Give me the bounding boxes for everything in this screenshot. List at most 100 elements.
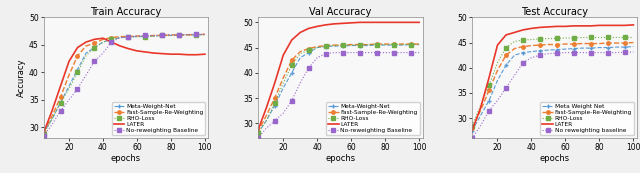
LATER — [330, 23, 338, 25]
RHO-Loss — [381, 44, 389, 46]
Fast-Sample-Re-Weighting — [612, 42, 620, 44]
Line: Fast-Sample-Re-Weighting: Fast-Sample-Re-Weighting — [42, 33, 207, 134]
LATER — [159, 53, 166, 55]
LATER — [305, 27, 312, 29]
No-reweighting Baseline — [125, 35, 132, 38]
Fast-Sample-Re-Weighting — [74, 55, 81, 57]
Fast-Sample-Re-Weighting — [579, 43, 586, 45]
LATER — [527, 27, 535, 29]
RHO-Loss — [511, 40, 518, 43]
RHO-Loss — [407, 44, 415, 46]
LATER — [82, 41, 90, 43]
Meta-Weight-Net — [314, 47, 321, 49]
RHO-Loss — [519, 39, 527, 41]
No-reweighting Baseline — [271, 120, 278, 122]
Meta-Weight-Net — [116, 37, 124, 39]
Meta-Weight-Net — [40, 132, 47, 134]
LATER — [348, 22, 355, 24]
No-reweighting Baseline — [184, 33, 192, 35]
Line: Meta-Weight-Net: Meta-Weight-Net — [41, 32, 207, 135]
Meta Weight Net — [545, 49, 552, 51]
RHO-Loss — [562, 37, 570, 39]
Meta-Weight-Net — [415, 44, 423, 46]
RHO-Loss — [271, 102, 278, 104]
RHO-Loss — [57, 102, 65, 104]
RHO-Loss — [630, 37, 637, 39]
Fast-Sample-Re-Weighting — [57, 96, 65, 98]
RHO-Loss — [175, 34, 183, 36]
Meta Weight Net — [612, 46, 620, 48]
RHO-Loss — [373, 44, 381, 46]
LATER — [99, 37, 107, 39]
Fast-Sample-Re-Weighting — [99, 38, 107, 40]
Line: RHO-Loss: RHO-Loss — [42, 33, 207, 136]
RHO-Loss — [587, 37, 595, 39]
Meta-Weight-Net — [184, 34, 192, 36]
Fast-Sample-Re-Weighting — [91, 42, 99, 44]
No reweighting baseline — [477, 125, 484, 127]
RHO-Loss — [262, 120, 270, 122]
Fast-Sample-Re-Weighting — [398, 43, 406, 45]
LATER — [288, 39, 296, 41]
Fast-Sample-Re-Weighting — [108, 37, 115, 39]
Fast-Sample-Re-Weighting — [477, 110, 484, 112]
LATER — [356, 21, 364, 23]
LATER — [74, 47, 81, 49]
LATER — [621, 24, 628, 26]
Meta Weight Net — [511, 54, 518, 56]
RHO-Loss — [596, 37, 604, 39]
Fast-Sample-Re-Weighting — [536, 44, 544, 46]
RHO-Loss — [150, 35, 158, 37]
Fast-Sample-Re-Weighting — [184, 34, 192, 36]
Meta-Weight-Net — [339, 45, 346, 47]
RHO-Loss — [133, 35, 141, 38]
No reweighting baseline — [527, 57, 535, 59]
LATER — [116, 45, 124, 47]
LATER — [254, 130, 262, 132]
Fast-Sample-Re-Weighting — [133, 35, 141, 37]
Meta Weight Net — [493, 79, 501, 81]
No-reweighting Baseline — [150, 34, 158, 37]
Meta-Weight-Net — [381, 44, 389, 46]
No-reweighting Baseline — [390, 52, 397, 54]
Meta-Weight-Net — [407, 44, 415, 46]
Fast-Sample-Re-Weighting — [493, 69, 501, 71]
Meta-Weight-Net — [91, 47, 99, 49]
RHO-Loss — [314, 47, 321, 49]
Meta-Weight-Net — [159, 34, 166, 37]
RHO-Loss — [536, 38, 544, 40]
LATER — [57, 85, 65, 87]
Meta-Weight-Net — [330, 45, 338, 47]
LATER — [511, 31, 518, 34]
Meta-Weight-Net — [99, 41, 107, 43]
Line: RHO-Loss: RHO-Loss — [256, 43, 421, 135]
Meta-Weight-Net — [65, 85, 73, 87]
Meta-Weight-Net — [175, 34, 183, 36]
Meta-Weight-Net — [150, 35, 158, 37]
No reweighting baseline — [630, 51, 637, 53]
No-reweighting Baseline — [356, 52, 364, 54]
Fast-Sample-Re-Weighting — [330, 44, 338, 46]
RHO-Loss — [356, 44, 364, 46]
Fast-Sample-Re-Weighting — [201, 33, 209, 35]
RHO-Loss — [116, 37, 124, 39]
Fast-Sample-Re-Weighting — [587, 43, 595, 45]
LATER — [184, 54, 192, 56]
Line: No reweighting baseline: No reweighting baseline — [470, 50, 635, 140]
LATER — [502, 34, 510, 36]
Fast-Sample-Re-Weighting — [348, 44, 355, 46]
Line: No-reweighting Baseline: No-reweighting Baseline — [42, 33, 207, 137]
No-reweighting Baseline — [314, 57, 321, 59]
Fast-Sample-Re-Weighting — [271, 97, 278, 99]
No-reweighting Baseline — [40, 135, 47, 137]
LATER — [390, 21, 397, 23]
Fast-Sample-Re-Weighting — [364, 44, 372, 46]
LATER — [415, 21, 423, 23]
Fast-Sample-Re-Weighting — [553, 43, 561, 45]
LATER — [296, 31, 304, 34]
Legend: Meta Weight Net, Fast-Sample-Re-Weighting, RHO-Loss, LATER, No reweighting basel: Meta Weight Net, Fast-Sample-Re-Weightin… — [540, 102, 634, 135]
LATER — [314, 25, 321, 27]
Fast-Sample-Re-Weighting — [175, 34, 183, 36]
No-reweighting Baseline — [48, 124, 56, 126]
RHO-Loss — [621, 37, 628, 39]
